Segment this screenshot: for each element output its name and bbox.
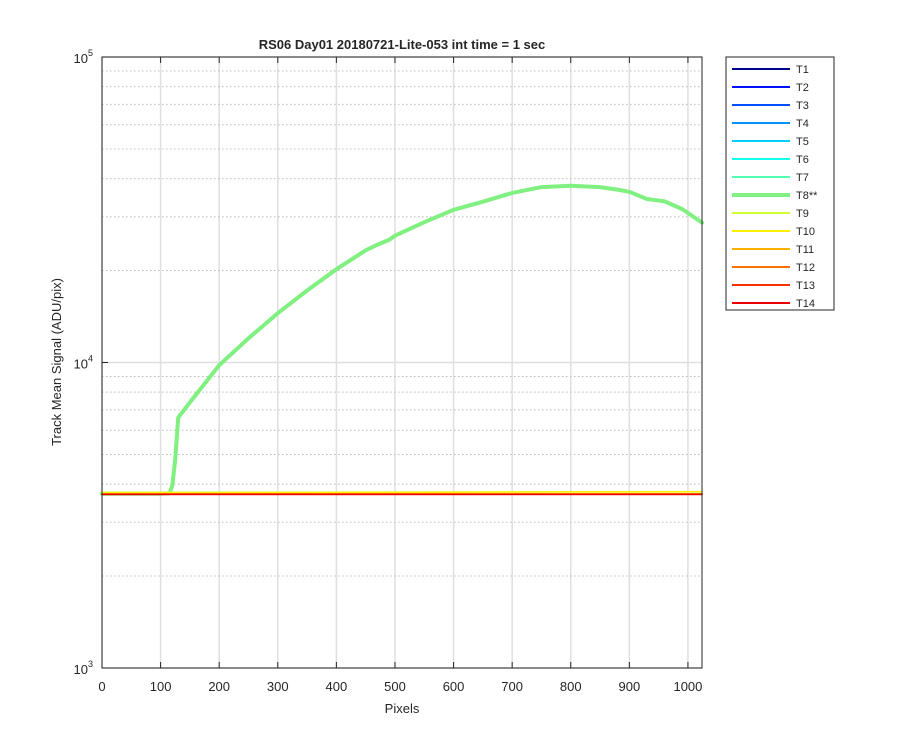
legend-label: T8** (796, 190, 818, 202)
series-line-t8 (100, 183, 704, 496)
legend-item-t1[interactable]: T1 (732, 64, 809, 76)
x-tick-label: 300 (267, 679, 289, 694)
legend-item-t9[interactable]: T9 (732, 208, 809, 220)
x-axis-label: Pixels (385, 701, 420, 716)
legend-box (725, 56, 835, 311)
legend-label: T12 (796, 262, 815, 274)
chart-title: RS06 Day01 20180721-Lite-053 int time = … (259, 37, 546, 52)
legend-item-t14[interactable]: T14 (732, 298, 815, 310)
series-lines (100, 183, 704, 496)
x-tick-label: 400 (326, 679, 348, 694)
legend-label: T11 (796, 244, 814, 256)
legend-item-t2[interactable]: T2 (732, 82, 809, 94)
legend-item-t4[interactable]: T4 (732, 118, 809, 130)
legend-label: T5 (796, 136, 809, 148)
legend-label: T4 (796, 118, 809, 130)
legend-item-t12[interactable]: T12 (732, 262, 815, 274)
legend-label: T3 (796, 100, 809, 112)
legend-label: T6 (796, 154, 809, 166)
x-tick-label: 500 (384, 679, 406, 694)
x-tick-label: 1000 (673, 679, 702, 694)
legend-item-t10[interactable]: T10 (732, 226, 815, 238)
x-tick-label: 100 (150, 679, 172, 694)
y-tick-label: 104 (74, 354, 93, 372)
legend-item-t7[interactable]: T7 (732, 172, 809, 184)
legend-item-t3[interactable]: T3 (732, 100, 809, 112)
x-tick-label: 600 (443, 679, 465, 694)
legend[interactable]: T1 T2 T3 T4 T5 T6 T7 T8** T9 T10 T11 T12 T13 T14 (725, 56, 835, 311)
x-tick-label: 0 (98, 679, 105, 694)
legend-label: T2 (796, 82, 809, 94)
legend-label: T14 (796, 298, 815, 310)
legend-label: T1 (796, 64, 809, 76)
y-tick-label: 105 (74, 48, 93, 66)
legend-item-t13[interactable]: T13 (732, 280, 815, 292)
y-axis: 103 104 105 (74, 48, 108, 677)
y-axis-label: Track Mean Signal (ADU/pix) (49, 278, 64, 446)
legend-label: T7 (796, 172, 809, 184)
x-tick-label: 700 (501, 679, 523, 694)
legend-label: T9 (796, 208, 809, 220)
series-line-t10 (101, 490, 703, 494)
x-axis: 0 100 200 300 400 500 600 700 800 900 1000 (98, 57, 702, 694)
x-tick-label: 900 (618, 679, 640, 694)
x-tick-label: 800 (560, 679, 582, 694)
legend-item-t8[interactable]: T8** (732, 190, 818, 202)
y-tick-label: 103 (74, 659, 93, 677)
legend-item-t6[interactable]: T6 (732, 154, 809, 166)
legend-item-t5[interactable]: T5 (732, 136, 809, 148)
legend-label: T10 (796, 226, 815, 238)
legend-label: T13 (796, 280, 815, 292)
legend-item-t11[interactable]: T11 (732, 244, 814, 256)
x-tick-label: 200 (208, 679, 230, 694)
